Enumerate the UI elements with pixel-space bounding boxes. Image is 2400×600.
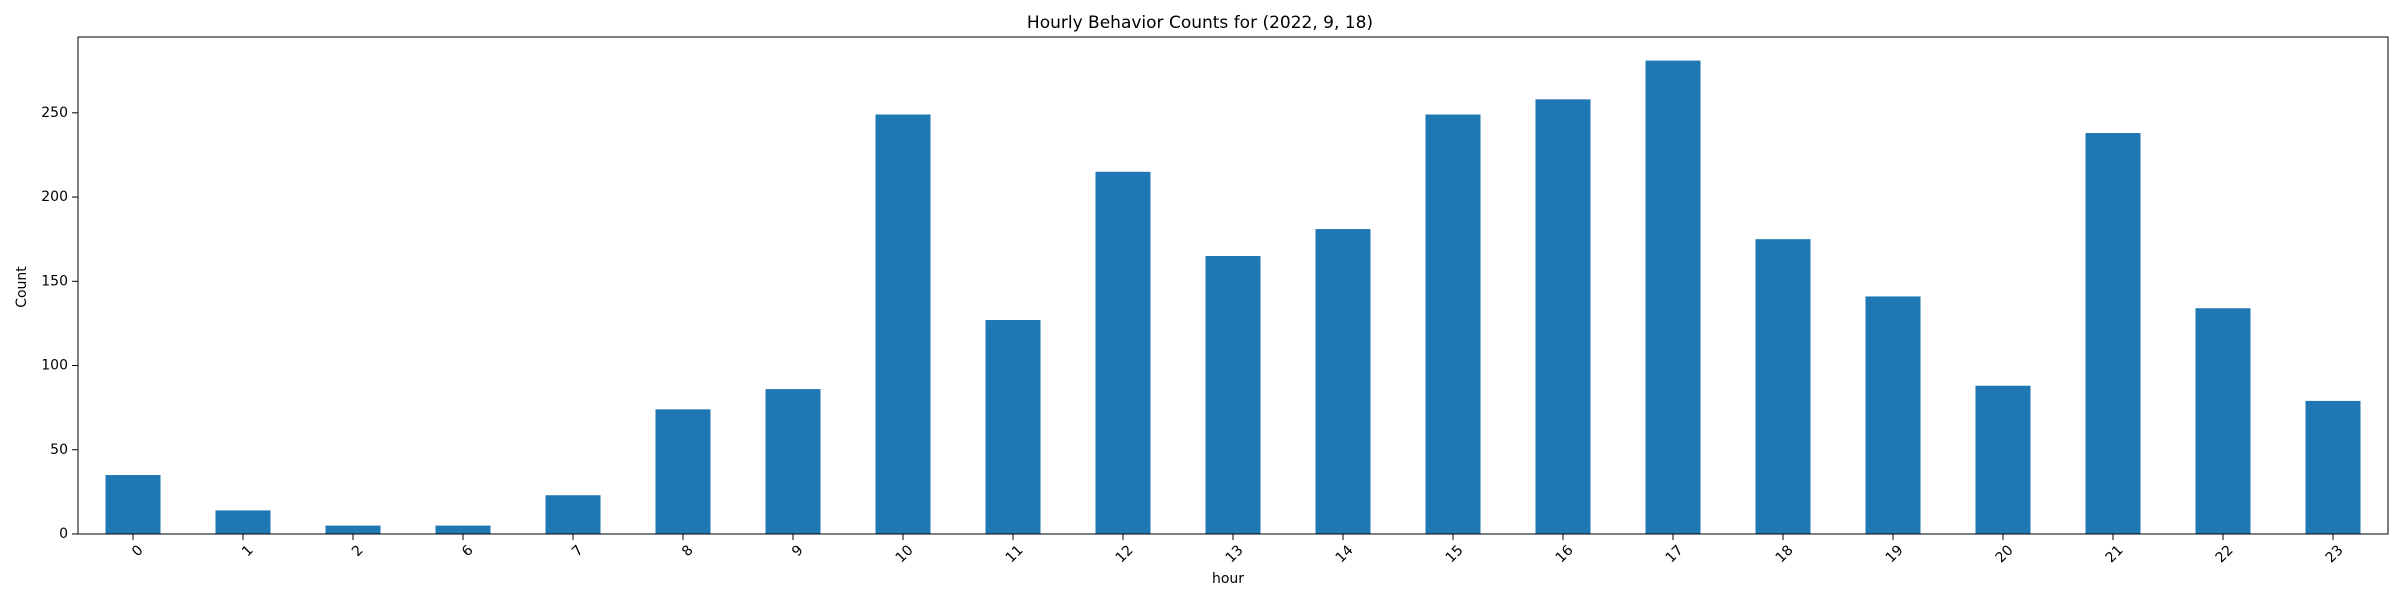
bar-hour-10 bbox=[875, 114, 931, 535]
bar-hour-13 bbox=[1205, 256, 1261, 534]
y-tick-label: 50 bbox=[50, 442, 68, 458]
x-tick-label: 12 bbox=[1113, 542, 1137, 566]
x-tick-label: 21 bbox=[2103, 542, 2127, 566]
bar-hour-14 bbox=[1315, 229, 1371, 534]
x-tick-label: 6 bbox=[459, 542, 477, 560]
x-tick-label: 0 bbox=[129, 542, 147, 560]
x-tick-label: 23 bbox=[2323, 542, 2347, 566]
x-tick-label: 10 bbox=[893, 542, 917, 566]
x-tick-label: 20 bbox=[1993, 542, 2017, 566]
bar-hour-11 bbox=[985, 320, 1041, 534]
x-tick-label: 22 bbox=[2213, 542, 2237, 566]
x-tick-label: 1 bbox=[239, 542, 257, 560]
bar-hour-1 bbox=[215, 510, 271, 534]
y-ticks-group: 0 50 100 150 200 250 bbox=[41, 105, 78, 542]
bar-hour-6 bbox=[435, 525, 491, 534]
x-ticks-group: 0 1 2 6 7 8 9 10 11 12 13 14 15 16 17 18 19 20 21 22 23 bbox=[129, 534, 2347, 566]
y-tick-label: 0 bbox=[59, 526, 68, 542]
x-tick-label: 8 bbox=[679, 542, 697, 560]
x-tick-label: 9 bbox=[789, 542, 807, 560]
bar-hour-19 bbox=[1865, 296, 1921, 534]
x-tick-label: 18 bbox=[1773, 542, 1797, 566]
x-tick-label: 7 bbox=[569, 542, 587, 560]
y-tick-label: 200 bbox=[41, 189, 68, 205]
bar-hour-21 bbox=[2085, 133, 2141, 534]
bar-hour-18 bbox=[1755, 239, 1811, 534]
x-tick-label: 16 bbox=[1553, 542, 1577, 566]
y-axis-label: Count bbox=[14, 266, 30, 308]
x-tick-label: 17 bbox=[1663, 542, 1687, 566]
bar-hour-16 bbox=[1535, 99, 1591, 534]
bar-hour-8 bbox=[655, 409, 711, 534]
x-tick-label: 14 bbox=[1333, 542, 1357, 566]
plot-frame bbox=[77, 36, 2389, 535]
bars-group bbox=[105, 60, 2361, 535]
x-tick-label: 19 bbox=[1883, 542, 1907, 566]
bar-hour-23 bbox=[2305, 400, 2361, 534]
bar-hour-15 bbox=[1425, 114, 1481, 535]
y-tick-label: 100 bbox=[41, 358, 68, 374]
bar-hour-17 bbox=[1645, 60, 1701, 535]
x-tick-label: 11 bbox=[1003, 542, 1027, 566]
x-tick-label: 13 bbox=[1223, 542, 1247, 566]
bar-hour-2 bbox=[325, 525, 381, 534]
x-tick-label: 2 bbox=[349, 542, 367, 560]
bar-hour-20 bbox=[1975, 385, 2031, 534]
bar-hour-12 bbox=[1095, 171, 1151, 534]
bar-hour-0 bbox=[105, 475, 161, 534]
bar-hour-7 bbox=[545, 495, 601, 534]
y-tick-label: 250 bbox=[41, 105, 68, 121]
x-tick-label: 15 bbox=[1443, 542, 1467, 566]
bar-hour-9 bbox=[765, 389, 821, 534]
bar-hour-22 bbox=[2195, 308, 2251, 534]
chart-title: Hourly Behavior Counts for (2022, 9, 18) bbox=[1027, 13, 1373, 33]
x-axis-label: hour bbox=[1212, 571, 1244, 587]
y-tick-label: 150 bbox=[41, 273, 68, 289]
